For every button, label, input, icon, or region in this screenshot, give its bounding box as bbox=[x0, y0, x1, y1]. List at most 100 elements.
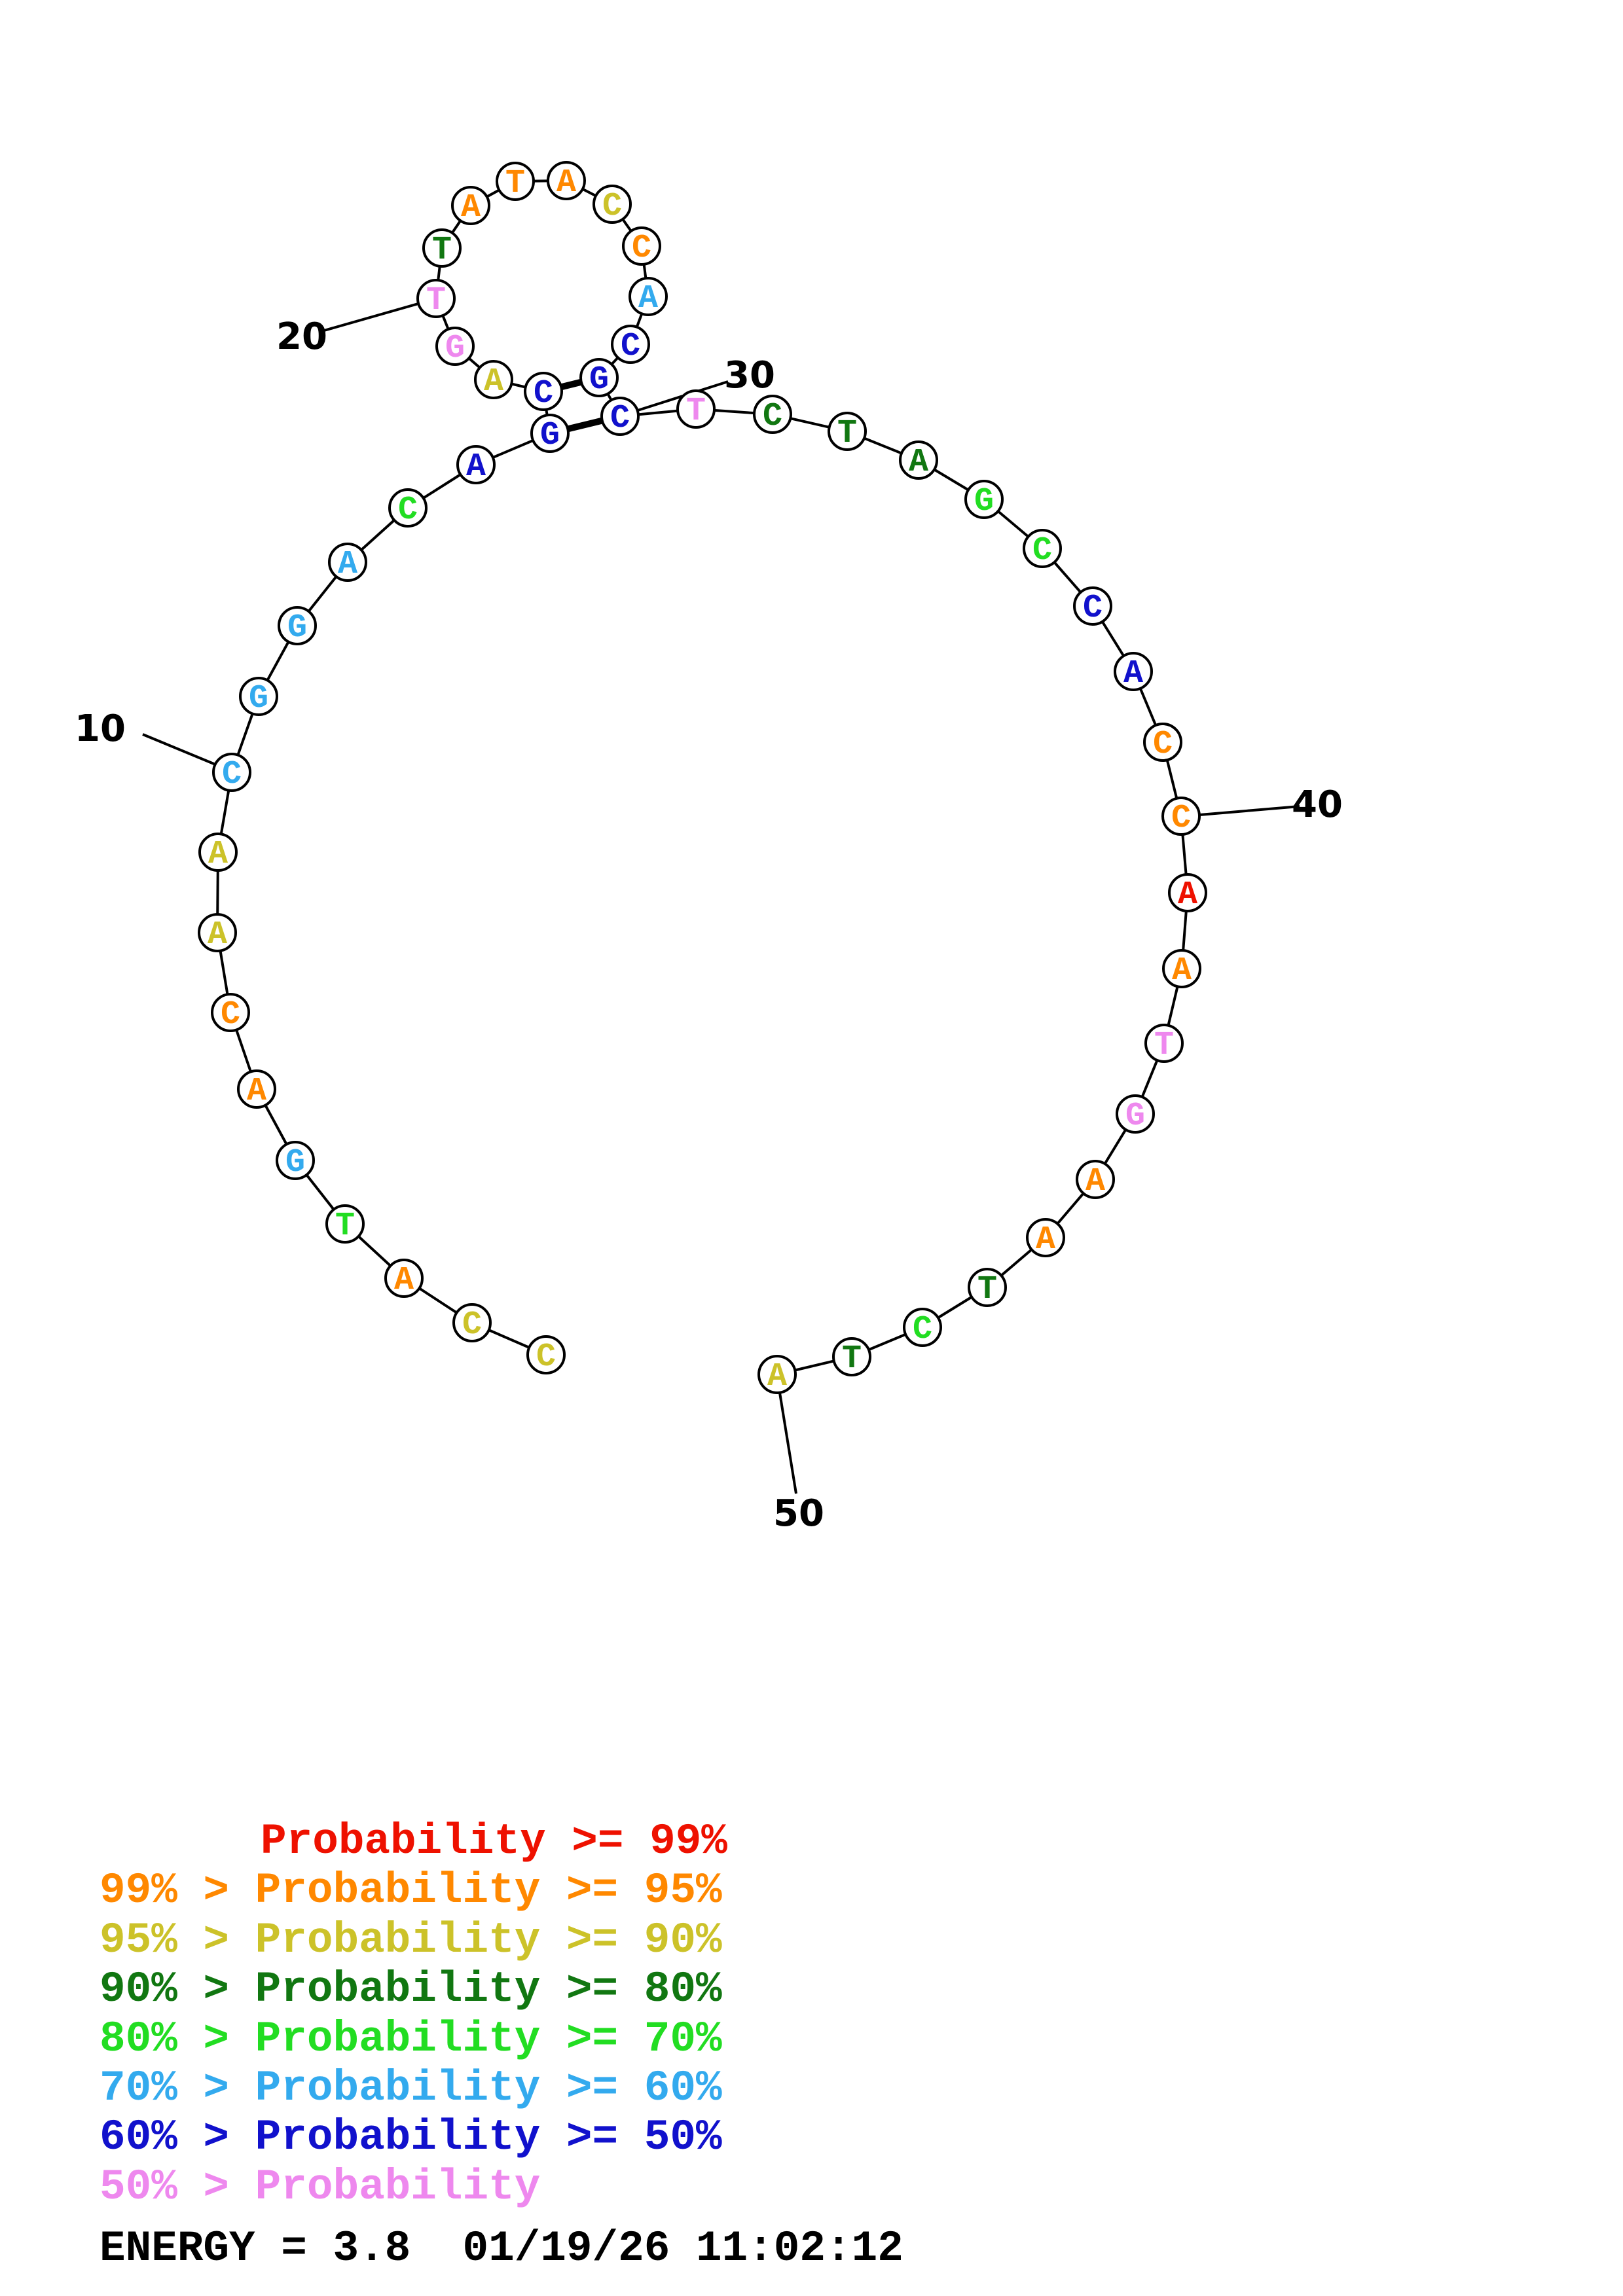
nucleotide-circle bbox=[435, 327, 475, 366]
nucleotide-letter: A bbox=[394, 1262, 414, 1299]
nucleotide-letter: A bbox=[208, 836, 228, 873]
position-label-line bbox=[1199, 805, 1300, 816]
legend-row-4: 80% > Probability >= 70% bbox=[100, 2014, 722, 2064]
nucleotide-circle bbox=[530, 414, 570, 453]
nucleotide-letter: A bbox=[208, 916, 227, 954]
nucleotide-letter: C bbox=[536, 1338, 556, 1376]
nucleotide-letter: G bbox=[1125, 1098, 1145, 1135]
nucleotide-letter: T bbox=[686, 393, 706, 430]
legend-row-7: 50% > Probability bbox=[100, 2162, 541, 2212]
nucleotide-letter: C bbox=[1032, 532, 1052, 569]
nucleotide-circle bbox=[325, 1204, 365, 1244]
nucleotide-circle bbox=[547, 161, 586, 200]
nucleotide-circle bbox=[903, 1308, 942, 1347]
nucleotide-circle bbox=[451, 186, 490, 225]
position-label: 30 bbox=[724, 354, 775, 397]
nucleotide-letter: G bbox=[974, 483, 994, 520]
nucleotide-letter: T bbox=[837, 415, 857, 452]
nucleotide-circle bbox=[600, 397, 640, 436]
nucleotide-letter: A bbox=[767, 1358, 787, 1395]
nucleotide-letter: C bbox=[398, 492, 418, 529]
nucleotide-letter: C bbox=[1153, 726, 1173, 763]
nucleotide-letter: G bbox=[445, 330, 465, 367]
nucleotide-letter: C bbox=[763, 398, 782, 435]
nucleotide-letter: A bbox=[247, 1073, 266, 1110]
nucleotide-letter: C bbox=[221, 996, 240, 1033]
nucleotide-letter: A bbox=[556, 164, 576, 202]
energy-timestamp-line: ENERGY = 3.8 01/19/26 11:02:12 bbox=[100, 2224, 903, 2273]
nucleotide-letter: C bbox=[222, 756, 242, 793]
nucleotide-letter: C bbox=[621, 328, 640, 365]
nucleotide-letter: C bbox=[913, 1311, 932, 1348]
nucleotide-letter: T bbox=[426, 282, 446, 319]
nucleotide-circle bbox=[757, 1355, 797, 1394]
nucleotide-letter: A bbox=[1036, 1221, 1055, 1259]
position-label-line bbox=[778, 1392, 797, 1494]
nucleotide-circle bbox=[526, 1335, 566, 1374]
position-label: 20 bbox=[276, 315, 327, 358]
nucleotide-circle bbox=[452, 1303, 492, 1342]
nucleotide-letter: A bbox=[1085, 1163, 1105, 1200]
legend-row-3: 90% > Probability >= 80% bbox=[100, 1965, 722, 2015]
nucleotide-letter: A bbox=[461, 189, 481, 226]
legend-row-5: 70% > Probability >= 60% bbox=[100, 2064, 722, 2113]
nucleotide-letter: T bbox=[842, 1340, 862, 1378]
legend-row-2: 95% > Probability >= 90% bbox=[100, 1915, 722, 1965]
nucleotide-circle bbox=[1161, 797, 1201, 836]
nucleotide-circle bbox=[828, 412, 867, 451]
nucleotide-circle bbox=[276, 1141, 315, 1180]
nucleotide-letter: T bbox=[1154, 1027, 1174, 1064]
position-label-line bbox=[142, 733, 216, 766]
nucleotide-letter: C bbox=[462, 1306, 482, 1344]
nucleotide-circle bbox=[1073, 586, 1112, 626]
legend-row-6: 60% > Probability >= 50% bbox=[100, 2113, 722, 2162]
nucleotide-circle bbox=[579, 358, 619, 397]
nucleotide-circle bbox=[328, 543, 367, 582]
nucleotide-circle bbox=[524, 372, 563, 411]
nucleotide-letter: A bbox=[466, 448, 486, 486]
nucleotide-letter: T bbox=[977, 1271, 997, 1308]
nucleotide-letter: C bbox=[534, 375, 553, 412]
nucleotide-letter: C bbox=[610, 400, 630, 437]
nucleotide-circle bbox=[968, 1268, 1007, 1307]
nucleotide-circle bbox=[198, 913, 237, 952]
nucleotide-circle bbox=[1114, 652, 1153, 691]
nucleotide-letter: G bbox=[287, 609, 307, 647]
nucleotide-letter: C bbox=[632, 230, 651, 267]
nucleotide-circle bbox=[629, 277, 668, 316]
nucleotide-circle bbox=[1144, 1024, 1184, 1063]
nucleotide-letter: T bbox=[335, 1208, 355, 1245]
nucleotide-circle bbox=[198, 833, 238, 872]
nucleotide-letter: A bbox=[909, 444, 928, 481]
nucleotide-circle bbox=[1023, 529, 1062, 568]
nucleotide-circle bbox=[456, 445, 496, 484]
nucleotide-circle bbox=[211, 993, 250, 1032]
nucleotide-circle bbox=[1168, 873, 1207, 912]
nucleotide-circle bbox=[1076, 1160, 1115, 1199]
nucleotide-letter: G bbox=[540, 417, 560, 454]
nucleotide-circle bbox=[1026, 1218, 1065, 1257]
nucleotide-letter: C bbox=[1083, 590, 1103, 627]
nucleotide-letter: T bbox=[505, 165, 525, 202]
position-label: 50 bbox=[773, 1492, 824, 1535]
nucleotide-circle bbox=[676, 389, 716, 429]
nucleotide-circle bbox=[622, 226, 661, 266]
nucleotide-letter: G bbox=[589, 361, 609, 399]
position-label: 40 bbox=[1292, 783, 1343, 826]
nucleotide-circle bbox=[278, 606, 317, 645]
nucleotide-letter: C bbox=[602, 188, 622, 225]
nucleotide-circle bbox=[388, 488, 428, 528]
nucleotide-circle bbox=[212, 753, 251, 792]
nucleotide-circle bbox=[832, 1337, 871, 1376]
nucleotide-circle bbox=[496, 162, 535, 201]
nucleotide-letter: A bbox=[338, 546, 357, 583]
nucleotide-letter: C bbox=[1171, 800, 1191, 837]
nucleotide-circle bbox=[611, 325, 650, 364]
nucleotide-letter: A bbox=[484, 363, 503, 401]
legend-row-1: 99% > Probability >= 95% bbox=[100, 1866, 722, 1916]
legend-row-0: Probability >= 99% bbox=[261, 1817, 727, 1866]
nucleotide-circle bbox=[416, 279, 456, 318]
nucleotide-circle bbox=[1116, 1094, 1155, 1134]
